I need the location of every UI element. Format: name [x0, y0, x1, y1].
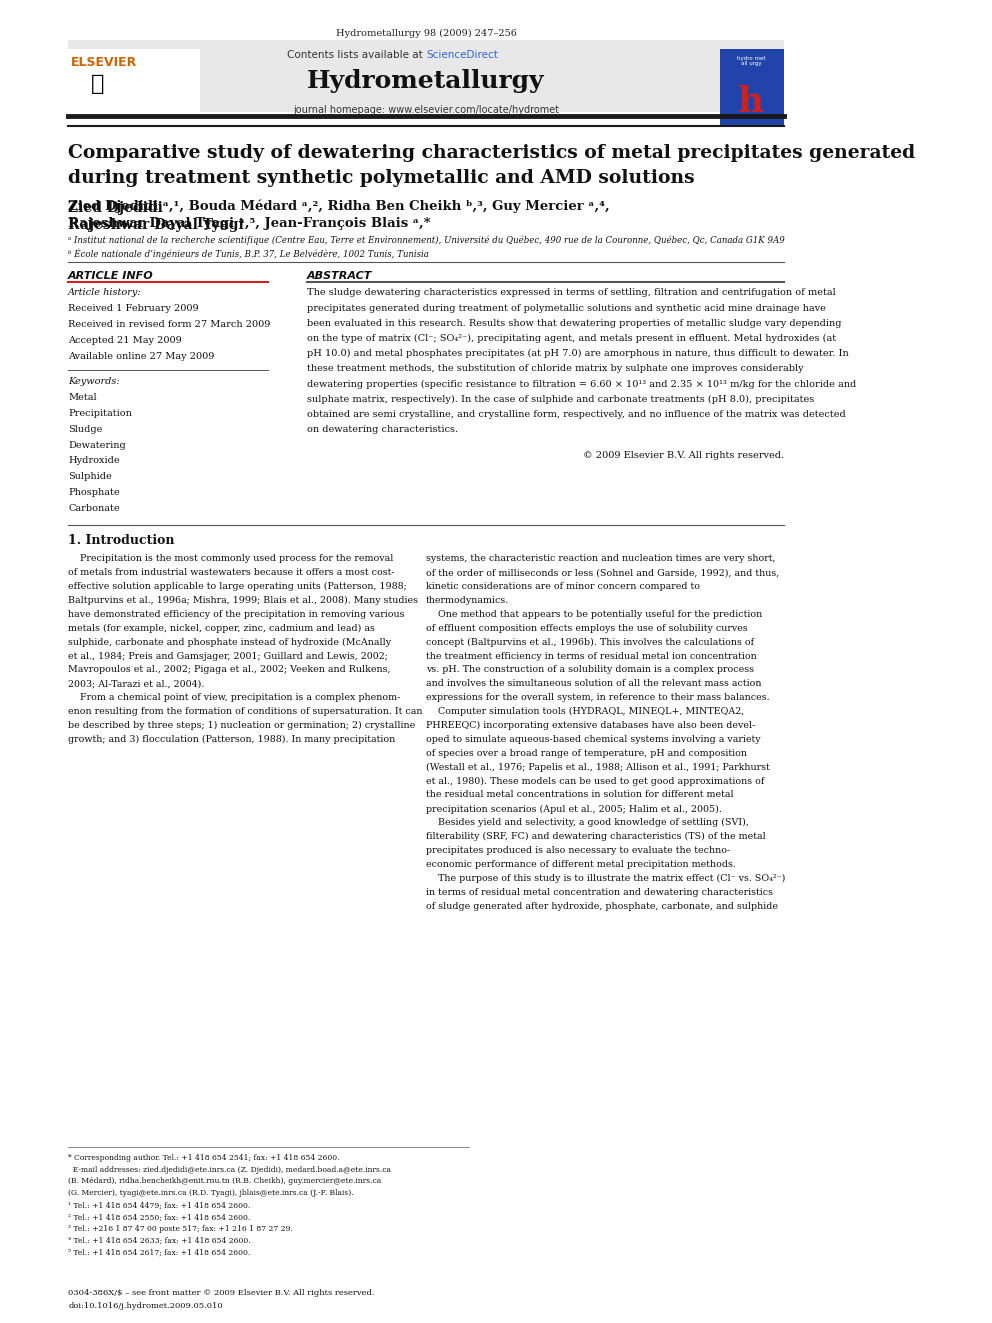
- Text: vs. pH. The construction of a solubility domain is a complex process: vs. pH. The construction of a solubility…: [426, 665, 754, 675]
- Text: oped to simulate aqueous-based chemical systems involving a variety: oped to simulate aqueous-based chemical …: [426, 736, 761, 744]
- Text: the residual metal concentrations in solution for different metal: the residual metal concentrations in sol…: [426, 791, 734, 799]
- Text: growth; and 3) flocculation (Patterson, 1988). In many precipitation: growth; and 3) flocculation (Patterson, …: [68, 736, 396, 744]
- Text: ScienceDirect: ScienceDirect: [426, 50, 498, 61]
- Text: * Corresponding author. Tel.: +1 418 654 2541; fax: +1 418 654 2600.: * Corresponding author. Tel.: +1 418 654…: [68, 1154, 339, 1162]
- FancyBboxPatch shape: [68, 49, 200, 126]
- Text: ⁵ Tel.: +1 418 654 2617; fax: +1 418 654 2600.: ⁵ Tel.: +1 418 654 2617; fax: +1 418 654…: [68, 1249, 250, 1257]
- Text: on the type of matrix (Cl⁻; SO₄²⁻), precipitating agent, and metals present in e: on the type of matrix (Cl⁻; SO₄²⁻), prec…: [307, 333, 836, 343]
- Text: journal homepage: www.elsevier.com/locate/hydromet: journal homepage: www.elsevier.com/locat…: [293, 105, 559, 115]
- Text: (Westall et al., 1976; Papelis et al., 1988; Allison et al., 1991; Parkhurst: (Westall et al., 1976; Papelis et al., 1…: [426, 762, 770, 771]
- Text: Article history:: Article history:: [68, 288, 142, 298]
- Text: E-mail addresses: zied.djedidi@ete.inrs.ca (Z. Djedidi), medard.boad.a@ete.inrs.: E-mail addresses: zied.djedidi@ete.inrs.…: [68, 1166, 391, 1174]
- Text: Hydrometallurgy 98 (2009) 247–256: Hydrometallurgy 98 (2009) 247–256: [335, 29, 517, 38]
- Text: Received in revised form 27 March 2009: Received in revised form 27 March 2009: [68, 320, 271, 329]
- Text: sulphide, carbonate and phosphate instead of hydroxide (McAnally: sulphide, carbonate and phosphate instea…: [68, 638, 391, 647]
- Text: during treatment synthetic polymetallic and AMD solutions: during treatment synthetic polymetallic …: [68, 169, 694, 188]
- Text: Carbonate: Carbonate: [68, 504, 120, 513]
- Text: Precipitation: Precipitation: [68, 409, 132, 418]
- Text: Sludge: Sludge: [68, 425, 102, 434]
- Text: Phosphate: Phosphate: [68, 488, 120, 497]
- Text: PHREEQC) incorporating extensive databases have also been devel-: PHREEQC) incorporating extensive databas…: [426, 721, 755, 730]
- Text: Rajeshwar Dayal Tyagi ᵃ,⁵, Jean-François Blais ᵃ,*: Rajeshwar Dayal Tyagi ᵃ,⁵, Jean-François…: [68, 217, 431, 230]
- Text: The sludge dewatering characteristics expressed in terms of settling, filtration: The sludge dewatering characteristics ex…: [307, 288, 835, 298]
- Text: on dewatering characteristics.: on dewatering characteristics.: [307, 426, 458, 434]
- Text: Comparative study of dewatering characteristics of metal precipitates generated: Comparative study of dewatering characte…: [68, 144, 916, 163]
- Text: economic performance of different metal precipitation methods.: economic performance of different metal …: [426, 860, 736, 869]
- Text: 0304-386X/$ – see front matter © 2009 Elsevier B.V. All rights reserved.: 0304-386X/$ – see front matter © 2009 El…: [68, 1289, 375, 1297]
- Text: been evaluated in this research. Results show that dewatering properties of meta: been evaluated in this research. Results…: [307, 319, 841, 328]
- Text: et al., 1984; Preis and Gamsjager, 2001; Guillard and Lewis, 2002;: et al., 1984; Preis and Gamsjager, 2001;…: [68, 652, 388, 660]
- Text: Precipitation is the most commonly used process for the removal: Precipitation is the most commonly used …: [68, 554, 394, 564]
- Text: sulphate matrix, respectively). In the case of sulphide and carbonate treatments: sulphate matrix, respectively). In the c…: [307, 394, 814, 404]
- Text: systems, the characteristic reaction and nucleation times are very short,: systems, the characteristic reaction and…: [426, 554, 776, 564]
- Text: expressions for the overall system, in reference to their mass balances.: expressions for the overall system, in r…: [426, 693, 770, 703]
- Text: obtained are semi crystalline, and crystalline form, respectively, and no influe: obtained are semi crystalline, and cryst…: [307, 410, 845, 419]
- Text: Zied Djedidi ᵃ,¹, Bouda Médard ᵃ,², Ridha Ben Cheikh ᵇ,³, Guy Mercier ᵃ,⁴,: Zied Djedidi ᵃ,¹, Bouda Médard ᵃ,², Ridh…: [68, 200, 610, 213]
- Text: doi:10.1016/j.hydromet.2009.05.010: doi:10.1016/j.hydromet.2009.05.010: [68, 1302, 223, 1310]
- Text: ᵇ École nationale d’ingénieurs de Tunis, B.P. 37, Le Belvédère, 1002 Tunis, Tuni: ᵇ École nationale d’ingénieurs de Tunis,…: [68, 249, 429, 259]
- Text: of sludge generated after hydroxide, phosphate, carbonate, and sulphide: of sludge generated after hydroxide, pho…: [426, 902, 778, 910]
- Text: et al., 1980). These models can be used to get good approximations of: et al., 1980). These models can be used …: [426, 777, 765, 786]
- Text: precipitates generated during treatment of polymetallic solutions and synthetic : precipitates generated during treatment …: [307, 303, 825, 312]
- Text: Dewatering: Dewatering: [68, 441, 126, 450]
- Text: Mavropoulos et al., 2002; Pigaga et al., 2002; Veeken and Rulkens,: Mavropoulos et al., 2002; Pigaga et al.,…: [68, 665, 391, 675]
- Text: the treatment efficiency in terms of residual metal ion concentration: the treatment efficiency in terms of res…: [426, 652, 757, 660]
- Text: 🌳: 🌳: [91, 74, 105, 94]
- Text: ARTICLE INFO: ARTICLE INFO: [68, 271, 154, 282]
- Text: filterability (SRF, FC) and dewatering characteristics (TS) of the metal: filterability (SRF, FC) and dewatering c…: [426, 832, 766, 841]
- Text: have demonstrated efficiency of the precipitation in removing various: have demonstrated efficiency of the prec…: [68, 610, 405, 619]
- FancyBboxPatch shape: [68, 40, 784, 112]
- Text: ¹ Tel.: +1 418 654 4479; fax: +1 418 654 2600.: ¹ Tel.: +1 418 654 4479; fax: +1 418 654…: [68, 1201, 250, 1209]
- Text: Available online 27 May 2009: Available online 27 May 2009: [68, 352, 214, 361]
- Text: concept (Baltpurvins et al., 1996b). This involves the calculations of: concept (Baltpurvins et al., 1996b). Thi…: [426, 638, 754, 647]
- Text: hydro met
all urgy: hydro met all urgy: [737, 56, 766, 66]
- Text: 2003; Al-Tarazi et al., 2004).: 2003; Al-Tarazi et al., 2004).: [68, 680, 204, 688]
- Text: be described by three steps; 1) nucleation or germination; 2) crystalline: be described by three steps; 1) nucleati…: [68, 721, 416, 730]
- Text: effective solution applicable to large operating units (Patterson, 1988;: effective solution applicable to large o…: [68, 582, 407, 591]
- Text: (B. Médard), ridha.bencheikh@enit.rnu.tn (R.B. Cheikh), guy.mercier@ete.inrs.ca: (B. Médard), ridha.bencheikh@enit.rnu.tn…: [68, 1177, 381, 1185]
- Text: dewatering properties (specific resistance to filtration = 6.60 × 10¹³ and 2.35 : dewatering properties (specific resistan…: [307, 380, 856, 389]
- Text: ² Tel.: +1 418 654 2550; fax: +1 418 654 2600.: ² Tel.: +1 418 654 2550; fax: +1 418 654…: [68, 1213, 250, 1221]
- FancyBboxPatch shape: [720, 49, 784, 126]
- Text: kinetic considerations are of minor concern compared to: kinetic considerations are of minor conc…: [426, 582, 700, 591]
- Text: Rajeshwar Dayal Tyagi: Rajeshwar Dayal Tyagi: [68, 218, 249, 233]
- Text: ⁴ Tel.: +1 418 654 2633; fax: +1 418 654 2600.: ⁴ Tel.: +1 418 654 2633; fax: +1 418 654…: [68, 1237, 251, 1245]
- Text: Sulphide: Sulphide: [68, 472, 112, 482]
- Text: © 2009 Elsevier B.V. All rights reserved.: © 2009 Elsevier B.V. All rights reserved…: [582, 451, 784, 460]
- Text: Received 1 February 2009: Received 1 February 2009: [68, 304, 198, 314]
- Text: Hydroxide: Hydroxide: [68, 456, 120, 466]
- Text: Metal: Metal: [68, 393, 97, 402]
- Text: metals (for example, nickel, copper, zinc, cadmium and lead) as: metals (for example, nickel, copper, zin…: [68, 624, 375, 632]
- Text: enon resulting from the formation of conditions of supersaturation. It can: enon resulting from the formation of con…: [68, 706, 423, 716]
- Text: From a chemical point of view, precipitation is a complex phenom-: From a chemical point of view, precipita…: [68, 693, 401, 703]
- Text: precipitation scenarios (Apul et al., 2005; Halim et al., 2005).: precipitation scenarios (Apul et al., 20…: [426, 804, 722, 814]
- Text: Contents lists available at: Contents lists available at: [287, 50, 426, 61]
- Text: Computer simulation tools (HYDRAQL, MINEQL+, MINTEQA2,: Computer simulation tools (HYDRAQL, MINE…: [426, 706, 744, 716]
- Text: ³ Tel.: +216 1 87 47 00 poste 517; fax: +1 216 1 87 27 29.: ³ Tel.: +216 1 87 47 00 poste 517; fax: …: [68, 1225, 293, 1233]
- Text: One method that appears to be potentially useful for the prediction: One method that appears to be potentiall…: [426, 610, 762, 619]
- Text: ABSTRACT: ABSTRACT: [307, 271, 372, 282]
- Text: and involves the simultaneous solution of all the relevant mass action: and involves the simultaneous solution o…: [426, 680, 762, 688]
- Text: pH 10.0) and metal phosphates precipitates (at pH 7.0) are amorphous in nature, : pH 10.0) and metal phosphates precipitat…: [307, 349, 848, 359]
- Text: 1. Introduction: 1. Introduction: [68, 534, 175, 548]
- Text: of effluent composition effects employs the use of solubility curves: of effluent composition effects employs …: [426, 624, 748, 632]
- Text: Keywords:: Keywords:: [68, 377, 120, 386]
- Text: ELSEVIER: ELSEVIER: [70, 56, 137, 69]
- Text: The purpose of this study is to illustrate the matrix effect (Cl⁻ vs. SO₄²⁻): The purpose of this study is to illustra…: [426, 875, 786, 882]
- Text: Hydrometallurgy: Hydrometallurgy: [308, 69, 545, 93]
- Text: precipitates produced is also necessary to evaluate the techno-: precipitates produced is also necessary …: [426, 847, 730, 855]
- Text: thermodynamics.: thermodynamics.: [426, 595, 509, 605]
- Text: of species over a broad range of temperature, pH and composition: of species over a broad range of tempera…: [426, 749, 747, 758]
- Text: ᵃ Institut national de la recherche scientifique (Centre Eau, Terre et Environne: ᵃ Institut national de la recherche scie…: [68, 235, 785, 245]
- Text: of the order of milliseconds or less (Sohnel and Garside, 1992), and thus,: of the order of milliseconds or less (So…: [426, 569, 780, 577]
- Text: in terms of residual metal concentration and dewatering characteristics: in terms of residual metal concentration…: [426, 888, 773, 897]
- Text: (G. Mercier), tyagi@ete.inrs.ca (R.D. Tyagi), jblais@ete.inrs.ca (J.-F. Blais).: (G. Mercier), tyagi@ete.inrs.ca (R.D. Ty…: [68, 1189, 354, 1197]
- Text: Besides yield and selectivity, a good knowledge of settling (SVI),: Besides yield and selectivity, a good kn…: [426, 818, 749, 827]
- Text: Baltpurvins et al., 1996a; Mishra, 1999; Blais et al., 2008). Many studies: Baltpurvins et al., 1996a; Mishra, 1999;…: [68, 595, 419, 605]
- Text: these treatment methods, the substitution of chloride matrix by sulphate one imp: these treatment methods, the substitutio…: [307, 364, 804, 373]
- Text: h: h: [738, 85, 765, 119]
- Text: Zied Djedidi: Zied Djedidi: [68, 201, 168, 216]
- Text: of metals from industrial wastewaters because it offers a most cost-: of metals from industrial wastewaters be…: [68, 569, 395, 577]
- Text: Accepted 21 May 2009: Accepted 21 May 2009: [68, 336, 182, 345]
